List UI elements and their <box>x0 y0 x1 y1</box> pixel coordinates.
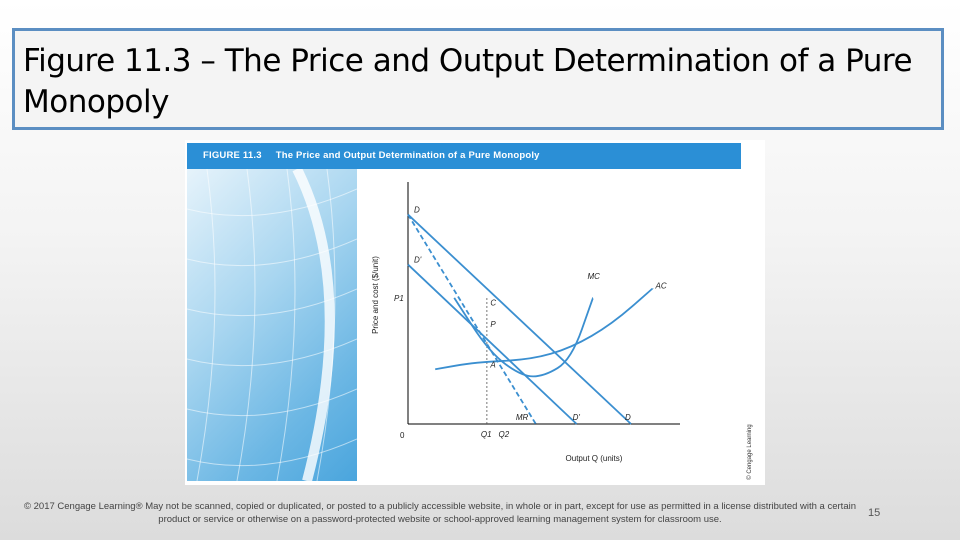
chart-axes <box>407 182 680 425</box>
x-axis-label: Output Q (units) <box>566 454 623 463</box>
y-axis-label: Price and cost ($/unit) <box>371 256 380 334</box>
page-number: 15 <box>868 507 881 519</box>
tick-q2: Q2 <box>498 430 509 439</box>
sidebar-grid-pattern <box>186 166 358 483</box>
chart-labels: Price and cost ($/unit) Output Q (units) 0… <box>371 206 667 463</box>
chart-curves <box>407 213 654 425</box>
figure-number: FIGURE 11.3 <box>203 150 262 161</box>
point-p: P <box>490 320 496 329</box>
figure-panel: FIGURE 11.3 The Price and Output Determin… <box>185 140 765 485</box>
figure-header-label: FIGURE 11.3 The Price and Output Determin… <box>203 150 554 161</box>
label-ac: AC <box>655 281 667 290</box>
origin-label: 0 <box>400 431 405 440</box>
label-mc: MC <box>588 272 601 281</box>
point-a: A <box>489 360 495 369</box>
series-d-line <box>407 213 632 425</box>
series-ac-curve <box>435 287 654 371</box>
figure-header: FIGURE 11.3 The Price and Output Determin… <box>187 143 741 169</box>
tick-p1: P1 <box>394 294 404 303</box>
label-d-prime-bottom: D' <box>573 413 581 422</box>
label-mr: MR <box>516 413 529 422</box>
copyright-footer: © 2017 Cengage Learning® May not be scan… <box>23 501 856 525</box>
label-d-bottom: D <box>625 413 631 422</box>
series-mr-line <box>407 214 537 425</box>
side-credit-text: © Cengage Learning <box>747 424 753 480</box>
title-box: Figure 11.3 – The Price and Output Deter… <box>12 28 944 130</box>
series-d-prime-line <box>407 263 578 425</box>
side-credit: © Cengage Learning <box>739 422 761 482</box>
tick-q1: Q1 <box>481 430 492 439</box>
series-mc-curve <box>453 297 594 378</box>
monopoly-chart: Price and cost ($/unit) Output Q (units) 0… <box>371 182 680 463</box>
figure-caption: The Price and Output Determination of a … <box>275 150 540 161</box>
decorative-sidebar-image <box>186 166 358 483</box>
label-d-prime-top: D' <box>414 256 422 265</box>
label-d-top: D <box>414 206 420 215</box>
slide-title: Figure 11.3 – The Price and Output Deter… <box>23 43 913 120</box>
point-c: C <box>490 298 496 307</box>
